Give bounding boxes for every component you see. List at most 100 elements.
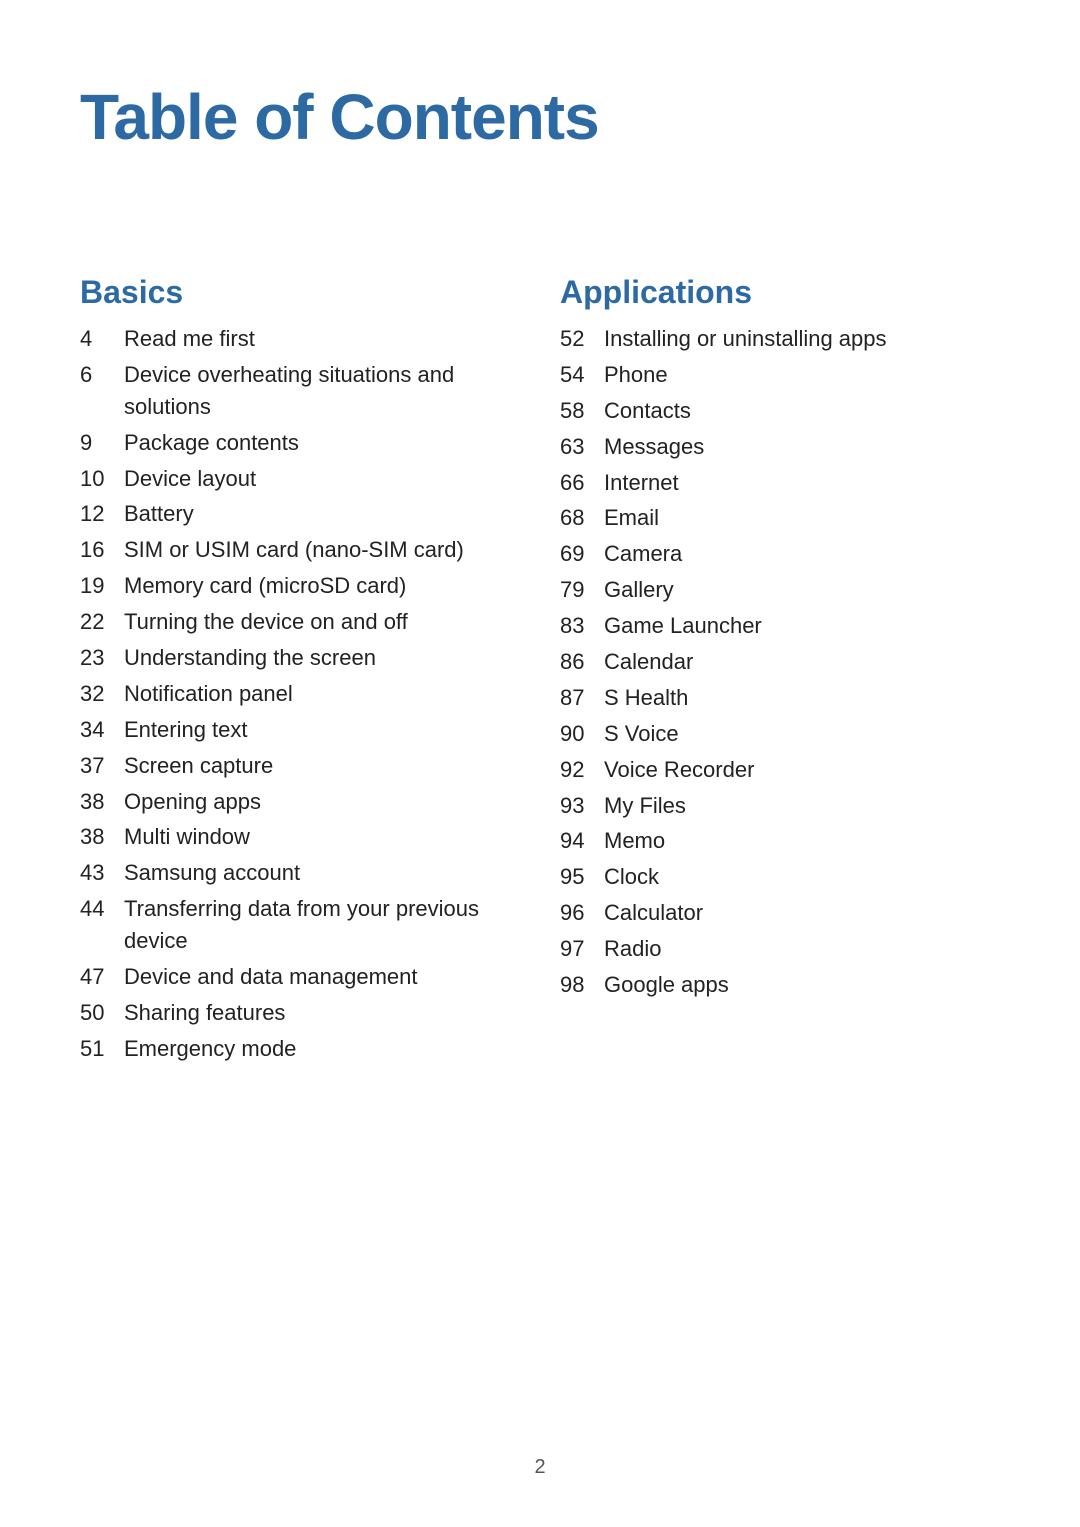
- toc-entry[interactable]: 94Memo: [560, 825, 1000, 857]
- toc-label: Turning the device on and off: [124, 606, 520, 638]
- toc-page-number: 94: [560, 825, 604, 857]
- toc-label: Opening apps: [124, 786, 520, 818]
- toc-entry[interactable]: 69Camera: [560, 538, 1000, 570]
- toc-entry[interactable]: 43Samsung account: [80, 857, 520, 889]
- toc-entry[interactable]: 87S Health: [560, 682, 1000, 714]
- toc-label: Calculator: [604, 897, 1000, 929]
- toc-label: S Health: [604, 682, 1000, 714]
- toc-label: Notification panel: [124, 678, 520, 710]
- toc-label: Entering text: [124, 714, 520, 746]
- toc-label: Battery: [124, 498, 520, 530]
- toc-label: Phone: [604, 359, 1000, 391]
- toc-page-number: 93: [560, 790, 604, 822]
- toc-label: Transferring data from your previous dev…: [124, 893, 520, 957]
- toc-label: Device overheating situations and soluti…: [124, 359, 520, 423]
- toc-entry[interactable]: 12Battery: [80, 498, 520, 530]
- toc-page-number: 32: [80, 678, 124, 710]
- toc-page-number: 66: [560, 467, 604, 499]
- toc-page-number: 10: [80, 463, 124, 495]
- toc-column-basics: Basics 4Read me first 6Device overheatin…: [80, 274, 520, 1069]
- toc-entry[interactable]: 38Opening apps: [80, 786, 520, 818]
- toc-label: Game Launcher: [604, 610, 1000, 642]
- toc-page-number: 9: [80, 427, 124, 459]
- toc-entry[interactable]: 10Device layout: [80, 463, 520, 495]
- toc-label: Installing or uninstalling apps: [604, 323, 1000, 355]
- toc-entry[interactable]: 96Calculator: [560, 897, 1000, 929]
- toc-label: Memo: [604, 825, 1000, 857]
- toc-entry[interactable]: 63Messages: [560, 431, 1000, 463]
- toc-page-number: 6: [80, 359, 124, 391]
- toc-entry[interactable]: 95Clock: [560, 861, 1000, 893]
- toc-page-number: 79: [560, 574, 604, 606]
- toc-entry[interactable]: 23Understanding the screen: [80, 642, 520, 674]
- toc-entry[interactable]: 22Turning the device on and off: [80, 606, 520, 638]
- toc-label: Emergency mode: [124, 1033, 520, 1065]
- toc-entry[interactable]: 19Memory card (microSD card): [80, 570, 520, 602]
- toc-entry[interactable]: 86Calendar: [560, 646, 1000, 678]
- toc-entry[interactable]: 34Entering text: [80, 714, 520, 746]
- toc-page-number: 98: [560, 969, 604, 1001]
- toc-page-number: 38: [80, 786, 124, 818]
- toc-page-number: 95: [560, 861, 604, 893]
- toc-page-number: 58: [560, 395, 604, 427]
- toc-entry[interactable]: 32Notification panel: [80, 678, 520, 710]
- toc-entry[interactable]: 92Voice Recorder: [560, 754, 1000, 786]
- toc-page-number: 50: [80, 997, 124, 1029]
- toc-page-number: 43: [80, 857, 124, 889]
- toc-label: Samsung account: [124, 857, 520, 889]
- toc-entry[interactable]: 54Phone: [560, 359, 1000, 391]
- toc-entry[interactable]: 50Sharing features: [80, 997, 520, 1029]
- toc-page-number: 4: [80, 323, 124, 355]
- toc-page-number: 34: [80, 714, 124, 746]
- toc-entry[interactable]: 97Radio: [560, 933, 1000, 965]
- toc-entry[interactable]: 58Contacts: [560, 395, 1000, 427]
- toc-page-number: 19: [80, 570, 124, 602]
- toc-label: Device layout: [124, 463, 520, 495]
- toc-page-number: 69: [560, 538, 604, 570]
- toc-columns: Basics 4Read me first 6Device overheatin…: [80, 274, 1000, 1069]
- page-number: 2: [0, 1456, 1080, 1479]
- toc-label: Understanding the screen: [124, 642, 520, 674]
- toc-page-number: 87: [560, 682, 604, 714]
- toc-entry[interactable]: 4Read me first: [80, 323, 520, 355]
- toc-entry[interactable]: 98Google apps: [560, 969, 1000, 1001]
- toc-label: Screen capture: [124, 750, 520, 782]
- toc-page-number: 86: [560, 646, 604, 678]
- toc-page-number: 52: [560, 323, 604, 355]
- toc-page-number: 92: [560, 754, 604, 786]
- toc-entry[interactable]: 6Device overheating situations and solut…: [80, 359, 520, 423]
- toc-label: Clock: [604, 861, 1000, 893]
- toc-label: Internet: [604, 467, 1000, 499]
- toc-label: Package contents: [124, 427, 520, 459]
- toc-entry[interactable]: 51Emergency mode: [80, 1033, 520, 1065]
- toc-label: Device and data management: [124, 961, 520, 993]
- toc-label: Memory card (microSD card): [124, 570, 520, 602]
- toc-page-number: 68: [560, 502, 604, 534]
- toc-page-number: 51: [80, 1033, 124, 1065]
- toc-entry[interactable]: 66Internet: [560, 467, 1000, 499]
- section-heading-basics[interactable]: Basics: [80, 274, 520, 311]
- toc-entry[interactable]: 16SIM or USIM card (nano-SIM card): [80, 534, 520, 566]
- toc-page-number: 83: [560, 610, 604, 642]
- toc-entry[interactable]: 47Device and data management: [80, 961, 520, 993]
- toc-page-number: 96: [560, 897, 604, 929]
- section-heading-applications[interactable]: Applications: [560, 274, 1000, 311]
- toc-page-number: 23: [80, 642, 124, 674]
- toc-entry[interactable]: 79Gallery: [560, 574, 1000, 606]
- toc-page-number: 38: [80, 821, 124, 853]
- toc-page-number: 63: [560, 431, 604, 463]
- toc-page-number: 54: [560, 359, 604, 391]
- toc-label: Radio: [604, 933, 1000, 965]
- toc-entry[interactable]: 93My Files: [560, 790, 1000, 822]
- toc-entry[interactable]: 83Game Launcher: [560, 610, 1000, 642]
- toc-entry[interactable]: 52Installing or uninstalling apps: [560, 323, 1000, 355]
- toc-entry[interactable]: 44Transferring data from your previous d…: [80, 893, 520, 957]
- toc-column-applications: Applications 52Installing or uninstallin…: [560, 274, 1000, 1069]
- toc-label: Messages: [604, 431, 1000, 463]
- toc-page-number: 16: [80, 534, 124, 566]
- toc-entry[interactable]: 38Multi window: [80, 821, 520, 853]
- toc-entry[interactable]: 90S Voice: [560, 718, 1000, 750]
- toc-entry[interactable]: 37Screen capture: [80, 750, 520, 782]
- toc-entry[interactable]: 9Package contents: [80, 427, 520, 459]
- toc-entry[interactable]: 68Email: [560, 502, 1000, 534]
